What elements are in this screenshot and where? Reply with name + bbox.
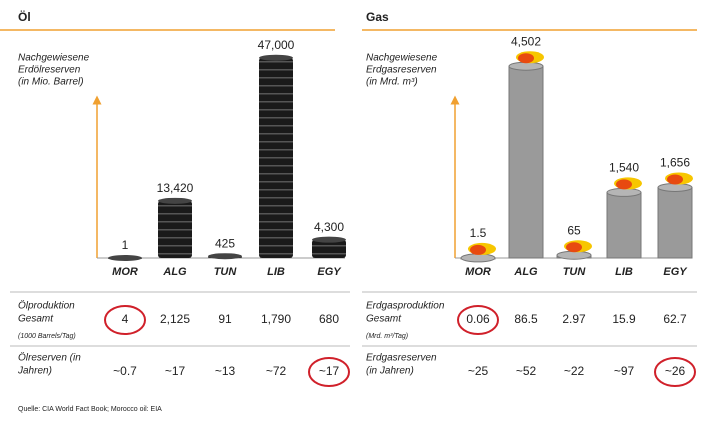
- cylinder-top: [460, 253, 496, 263]
- flame: [616, 179, 632, 190]
- value-label: 425: [215, 236, 235, 250]
- bar: [508, 65, 544, 259]
- y-axis-label: Nachgewiesene: [18, 53, 90, 64]
- value-label: 4,502: [511, 34, 541, 48]
- chart-title: Gas: [366, 10, 389, 24]
- table-cell: ~26: [665, 364, 686, 378]
- source: Quelle: CIA World Fact Book; Morocco oil…: [18, 406, 162, 413]
- value-label: 4,300: [314, 220, 344, 234]
- value-label: 1.5: [470, 226, 487, 240]
- y-axis-label: (in Mrd. m³): [366, 77, 418, 88]
- value-label: 1,656: [660, 156, 690, 170]
- table-cell: 1,790: [261, 312, 291, 326]
- value-label: 1: [122, 238, 129, 252]
- cylinder-top: [657, 182, 693, 192]
- table-cell: 86.5: [514, 312, 538, 326]
- x-tick-label: TUN: [563, 266, 587, 278]
- flame: [518, 53, 534, 64]
- y-axis-label: (in Mio. Barrel): [18, 77, 84, 88]
- table-cell: 0.06: [466, 312, 490, 326]
- table-cell: ~17: [319, 364, 340, 378]
- table-cell: ~25: [468, 364, 489, 378]
- x-tick-label: TUN: [214, 266, 238, 278]
- table-cell: 2,125: [160, 312, 190, 326]
- table-cell: 2.97: [562, 312, 586, 326]
- flame: [470, 244, 486, 255]
- table-cell: 4: [122, 312, 129, 326]
- highlight-circle: [654, 357, 696, 387]
- barrel-top: [312, 236, 346, 243]
- row-label: Erdgasproduktion: [366, 301, 445, 312]
- flame: [667, 174, 683, 185]
- row-label: Ölreserven (in: [18, 352, 81, 364]
- row-label: Erdgasreserven: [366, 353, 437, 364]
- x-tick-label: MOR: [465, 266, 491, 278]
- y-axis-label: Erdölreserven: [18, 65, 81, 76]
- x-tick-label: ALG: [162, 266, 187, 278]
- row-label: (in Jahren): [366, 366, 414, 377]
- x-tick-label: MOR: [112, 266, 138, 278]
- barrel-top: [108, 254, 142, 261]
- row-label: Gesamt: [366, 314, 402, 325]
- x-tick-label: LIB: [267, 266, 285, 278]
- value-label: 47,000: [258, 38, 295, 52]
- table-cell: ~13: [215, 364, 236, 378]
- value-label: 65: [567, 223, 581, 237]
- table-cell: 91: [218, 312, 232, 326]
- highlight-circle: [104, 305, 146, 335]
- value-label: 1,540: [609, 161, 639, 175]
- table-cell: ~17: [165, 364, 186, 378]
- row-unit: (Mrd. m³/Tag): [366, 333, 408, 340]
- table-cell: 680: [319, 312, 339, 326]
- highlight-circle: [308, 357, 350, 387]
- row-label: Ölproduktion: [18, 300, 75, 312]
- chart-title: Öl: [18, 9, 31, 24]
- table-cell: 15.9: [612, 312, 636, 326]
- highlight-circle: [457, 305, 499, 335]
- cylinder-top: [606, 187, 642, 197]
- barrel-top: [259, 54, 293, 61]
- value-label: 13,420: [157, 181, 194, 195]
- table-cell: ~72: [266, 364, 287, 378]
- x-tick-label: LIB: [615, 266, 633, 278]
- bar: [259, 57, 293, 258]
- x-tick-label: EGY: [317, 266, 342, 278]
- bar: [657, 186, 693, 259]
- table-cell: ~22: [564, 364, 585, 378]
- table-cell: ~52: [516, 364, 537, 378]
- table-cell: ~97: [614, 364, 635, 378]
- table-cell: 62.7: [663, 312, 687, 326]
- barrel-top: [158, 197, 192, 204]
- barrel-top: [208, 253, 242, 260]
- cylinder-top: [508, 61, 544, 71]
- x-tick-label: ALG: [513, 266, 538, 278]
- row-label: Gesamt: [18, 314, 54, 325]
- x-tick-label: EGY: [663, 266, 688, 278]
- bar: [158, 200, 192, 258]
- row-unit: (1000 Barrels/Tag): [18, 333, 76, 340]
- y-axis-label: Nachgewiesene: [366, 53, 438, 64]
- bar: [606, 191, 642, 259]
- row-label: Jahren): [17, 366, 52, 377]
- y-axis-label: Erdgasreserven: [366, 65, 437, 76]
- flame: [566, 242, 582, 253]
- cylinder-top: [556, 250, 592, 260]
- bar: [312, 239, 346, 258]
- table-cell: ~0.7: [113, 364, 137, 378]
